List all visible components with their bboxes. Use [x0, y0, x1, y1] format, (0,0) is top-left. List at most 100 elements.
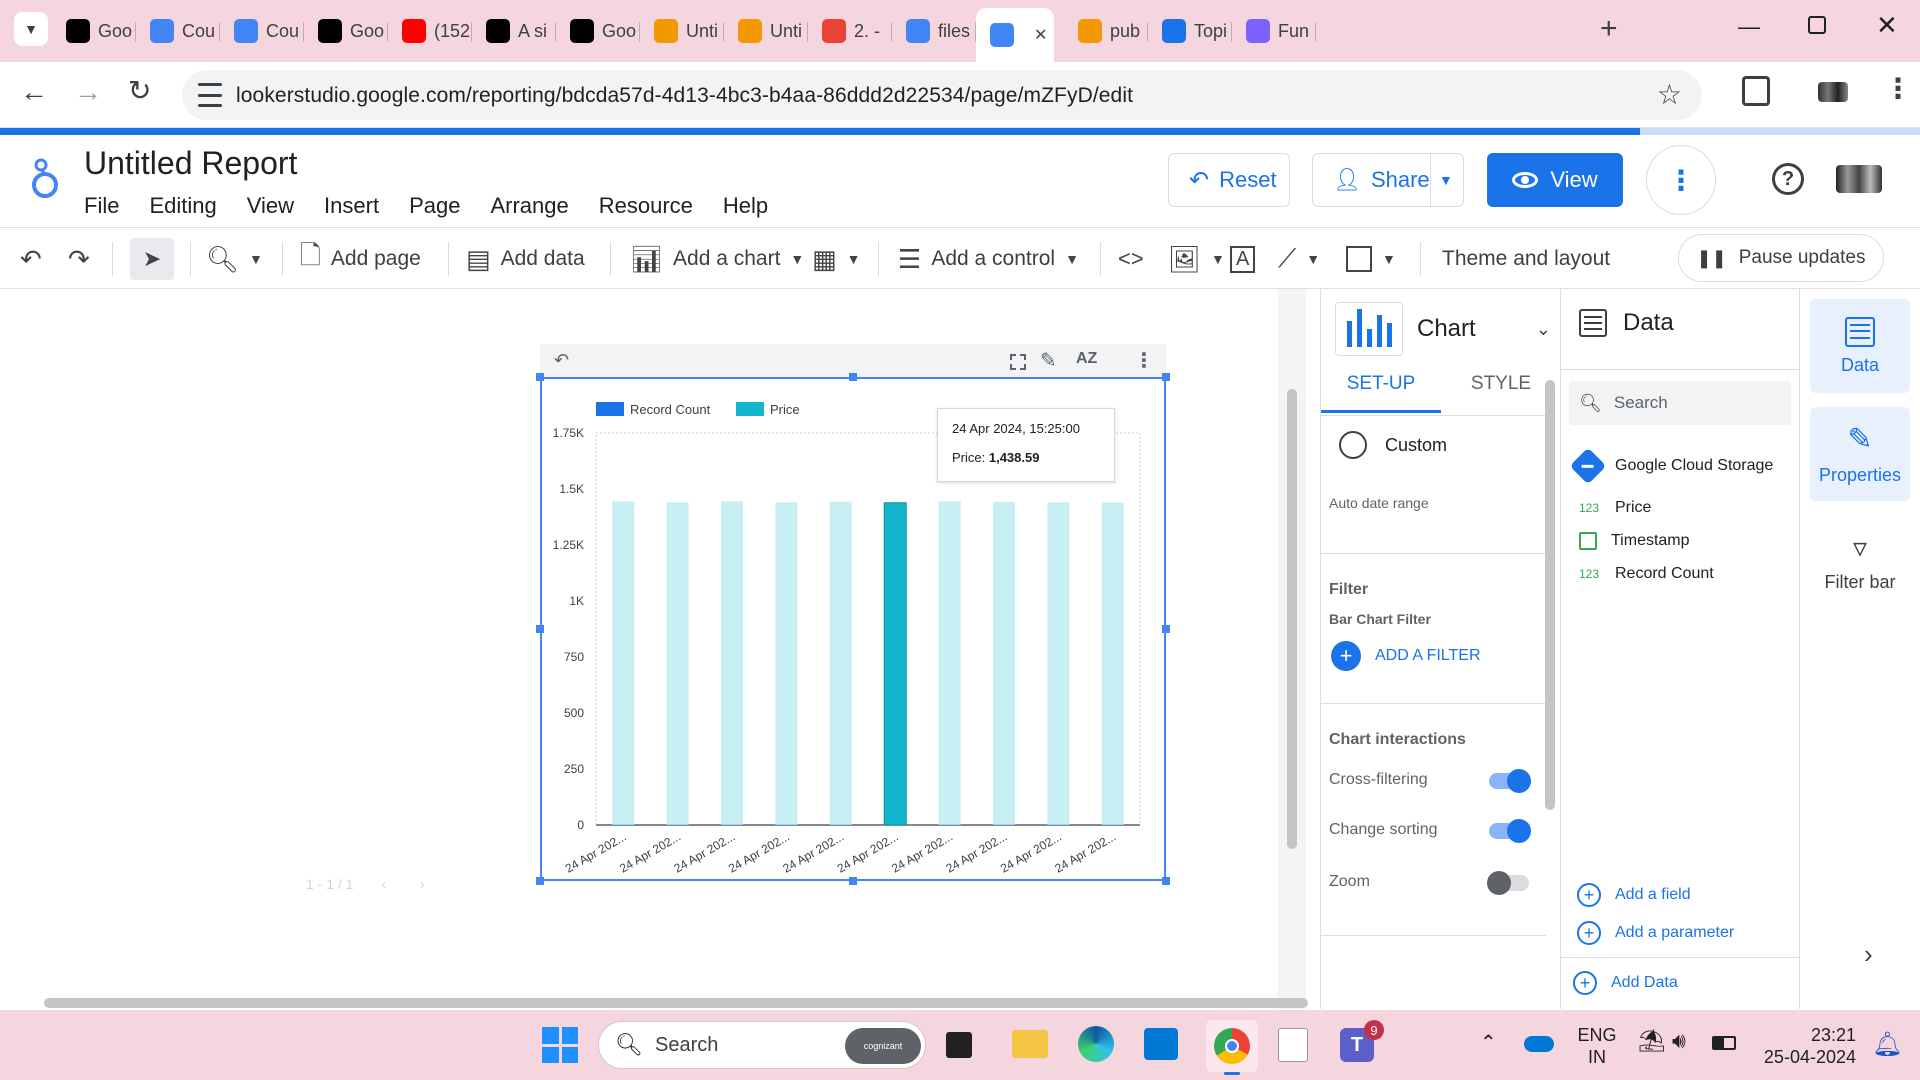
browser-tab[interactable]: (152	[388, 10, 472, 52]
forward-icon[interactable]: →	[74, 76, 102, 107]
back-icon[interactable]: ←	[20, 76, 48, 107]
language-indicator[interactable]: ENG IN	[1572, 1024, 1622, 1068]
report-title[interactable]: Untitled Report	[84, 145, 298, 181]
add-filter-button[interactable]: + ADD A FILTER	[1331, 641, 1481, 671]
browser-tab[interactable]: 2. -	[808, 10, 892, 52]
browser-menu-icon[interactable]: ⋮	[1884, 73, 1912, 104]
browser-tab[interactable]: Fun	[1232, 10, 1316, 52]
url-text[interactable]: lookerstudio.google.com/reporting/bdcda5…	[236, 84, 1134, 107]
close-window-icon[interactable]: ✕	[1876, 10, 1898, 40]
rail-data-tab[interactable]: Data	[1810, 299, 1910, 393]
share-dropdown-button[interactable]: ▼	[1430, 153, 1464, 207]
chart-more-icon[interactable]: ⋮	[1134, 350, 1154, 372]
browser-tab[interactable]: Goo	[556, 10, 640, 52]
chart-undo-icon[interactable]: ↶	[554, 350, 570, 370]
python-file-icon[interactable]	[1278, 1028, 1308, 1062]
field-search-input[interactable]: 🔍︎ Search	[1569, 381, 1791, 425]
image-icon[interactable]: 🖼︎ ▼	[1168, 243, 1225, 274]
redo-icon[interactable]: ↷	[68, 243, 90, 274]
new-tab-button[interactable]: +	[1600, 12, 1618, 45]
pager-prev-icon[interactable]: ‹	[381, 876, 387, 892]
extensions-icon[interactable]	[1742, 76, 1770, 106]
view-button[interactable]: View	[1487, 153, 1623, 207]
edge-icon[interactable]	[1078, 1026, 1114, 1062]
chart-sort-az-icon[interactable]: AZ	[1076, 350, 1098, 367]
chevron-down-icon[interactable]: ⌄	[1535, 318, 1551, 339]
resize-handle[interactable]	[536, 877, 544, 885]
canvas-vertical-scrollbar[interactable]	[1287, 389, 1297, 849]
text-box-icon[interactable]: A	[1230, 238, 1256, 280]
menu-item-arrange[interactable]: Arrange	[490, 193, 569, 218]
onedrive-icon[interactable]	[1524, 1036, 1554, 1052]
user-avatar[interactable]	[1836, 165, 1882, 193]
zoom-toggle[interactable]	[1487, 871, 1529, 895]
browser-tab[interactable]: Goo	[304, 10, 388, 52]
line-icon[interactable]: ⟋ ▼	[1278, 243, 1321, 273]
more-options-icon[interactable]: ⋮	[1646, 145, 1716, 215]
share-button[interactable]: 👤︎ Share	[1312, 153, 1444, 207]
help-icon[interactable]: ?	[1772, 163, 1804, 195]
add-field-button[interactable]: + Add a field	[1577, 883, 1691, 907]
chart-select-icon[interactable]	[1010, 354, 1026, 370]
field-item[interactable]: 123 Record Count	[1579, 565, 1714, 583]
field-item[interactable]: 123 Price	[1579, 499, 1651, 517]
rail-filter-bar-tab[interactable]: ▿ Filter bar	[1810, 515, 1910, 609]
reset-button[interactable]: ↶ Reset	[1168, 153, 1290, 207]
wifi-icon[interactable]: ⛱︎	[1638, 1028, 1666, 1053]
reload-icon[interactable]: ↻	[128, 75, 152, 106]
menu-item-view[interactable]: View	[246, 193, 295, 218]
browser-tab[interactable]: Cou	[136, 10, 220, 52]
pause-updates-button[interactable]: ❚❚ Pause updates	[1678, 234, 1884, 282]
menu-item-editing[interactable]: Editing	[149, 193, 217, 218]
collapse-rail-chevron-icon[interactable]: ›	[1864, 939, 1873, 969]
canvas-vertical-scroll-track[interactable]	[1278, 289, 1306, 1009]
embed-code-icon[interactable]: <>	[1118, 246, 1144, 271]
tab-setup[interactable]: SET-UP	[1321, 373, 1441, 413]
resize-handle[interactable]	[1162, 625, 1170, 633]
change-sorting-toggle[interactable]	[1489, 819, 1531, 843]
bookmark-star-icon[interactable]: ☆	[1656, 79, 1682, 110]
resize-handle[interactable]	[536, 625, 544, 633]
browser-tab[interactable]: Unti	[640, 10, 724, 52]
chart-edit-pencil-icon[interactable]: ✎	[1040, 350, 1057, 372]
rail-properties-tab[interactable]: ✎ Properties	[1810, 407, 1910, 501]
menu-item-file[interactable]: File	[84, 193, 120, 218]
cross-filtering-toggle[interactable]	[1489, 769, 1531, 793]
browser-tab[interactable]: pub	[1064, 10, 1148, 52]
minimize-icon[interactable]: —	[1738, 14, 1760, 39]
volume-icon[interactable]: 🔊︎	[1672, 1028, 1686, 1053]
browser-tab[interactable]: A si	[472, 10, 556, 52]
shape-icon[interactable]: ▼	[1346, 238, 1396, 280]
chart-type-selector[interactable]: Chart ⌄	[1335, 299, 1551, 359]
menu-item-help[interactable]: Help	[722, 193, 769, 218]
community-visualizations-button[interactable]: ▦ ▼	[812, 243, 861, 274]
add-data-button[interactable]: ▤ Add data	[466, 238, 585, 280]
notifications-bell-icon[interactable]: 🔔︎	[1872, 1031, 1903, 1058]
menu-item-insert[interactable]: Insert	[324, 193, 380, 218]
resize-handle[interactable]	[1162, 373, 1170, 381]
resize-handle[interactable]	[849, 877, 857, 885]
pager-next-icon[interactable]: ›	[419, 876, 425, 892]
theme-layout-button[interactable]: Theme and layout	[1442, 238, 1610, 280]
resize-handle[interactable]	[849, 373, 857, 381]
add-parameter-button[interactable]: + Add a parameter	[1577, 921, 1734, 945]
add-page-button[interactable]: 🗋︎ Add page	[300, 238, 421, 280]
profile-avatar[interactable]	[1818, 82, 1848, 102]
add-data-link[interactable]: + Add Data	[1573, 971, 1678, 995]
resize-handle[interactable]	[536, 373, 544, 381]
tab-style[interactable]: STYLE	[1470, 373, 1532, 394]
browser-tab[interactable]: Goo	[52, 10, 136, 52]
close-tab-icon[interactable]: ✕	[1034, 27, 1048, 44]
resize-handle[interactable]	[1162, 877, 1170, 885]
browser-tab[interactable]: Topi	[1148, 10, 1232, 52]
battery-icon[interactable]	[1712, 1036, 1736, 1050]
file-explorer-icon[interactable]	[1012, 1030, 1048, 1058]
data-source-item[interactable]: Google Cloud Storage	[1569, 447, 1773, 485]
taskbar-search-box[interactable]: 🔍︎ Search cognizant	[598, 1021, 926, 1069]
windows-start-icon[interactable]	[542, 1027, 578, 1063]
tab-search-dropdown[interactable]: ▼	[14, 12, 48, 46]
chrome-icon[interactable]	[1206, 1020, 1258, 1075]
add-chart-button[interactable]: 📊︎ Add a chart ▼	[630, 243, 805, 274]
custom-radio[interactable]: Custom	[1339, 431, 1447, 459]
menu-item-resource[interactable]: Resource	[598, 193, 693, 218]
